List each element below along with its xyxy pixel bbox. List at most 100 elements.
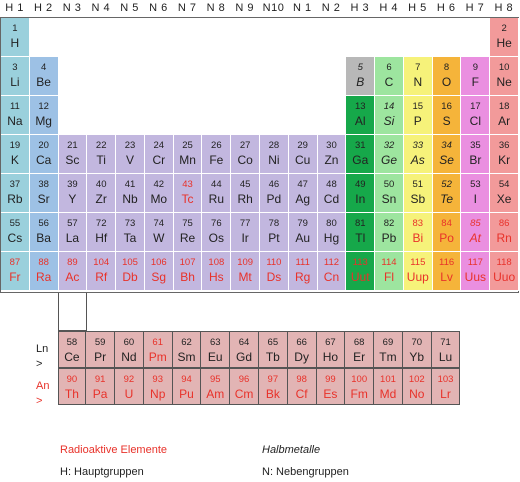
group-header: H 8	[494, 2, 514, 14]
group-header: N 8	[206, 2, 226, 14]
element-cell: 88 Ra	[29, 252, 59, 291]
element-cell: 44 Ru	[202, 174, 232, 213]
atomic-number: 75	[182, 218, 193, 229]
group-header: H 1	[5, 2, 24, 14]
element-symbol: Sm	[177, 350, 196, 364]
atomic-number: 104	[93, 257, 110, 268]
element-cell: 45 Rh	[231, 174, 260, 213]
atomic-number: 56	[38, 218, 49, 229]
atomic-number: 97	[267, 374, 279, 385]
element-symbol: Hg	[323, 231, 340, 245]
element-cell: 33 As	[403, 135, 433, 174]
element-symbol: Ca	[35, 153, 52, 167]
element-symbol: C	[384, 75, 394, 89]
element-cell: 24 Cr	[144, 135, 174, 174]
atomic-number: 68	[353, 337, 365, 348]
atomic-number: 23	[124, 140, 136, 151]
element-symbol: Al	[354, 114, 366, 128]
actinide-cell: 92 U	[115, 368, 144, 405]
atomic-number: 14	[383, 101, 395, 112]
element-cell: 86 Rn	[490, 213, 520, 252]
element-cell: 32 Ge	[375, 135, 404, 174]
atomic-number: 15	[412, 101, 424, 112]
element-cell: 87 Fr	[1, 252, 30, 291]
element-cell: 75 Re	[173, 213, 203, 252]
atomic-number: 45	[239, 179, 251, 190]
group-header: H 6	[436, 2, 456, 14]
atomic-number: 27	[239, 140, 251, 151]
element-symbol: Ga	[352, 153, 369, 167]
legend-sub-groups: N: Nebengruppen	[262, 466, 349, 478]
group-header: H 4	[379, 2, 398, 14]
atomic-number: 84	[441, 218, 452, 229]
actinide-cell: 93 Np	[143, 368, 173, 405]
lanthanide-cell: 63 Eu	[201, 331, 231, 368]
atomic-number: 85	[470, 218, 481, 229]
atomic-number: 86	[498, 218, 510, 229]
lanthanide-cell: 58 Ce	[57, 331, 87, 368]
element-symbol: Kr	[498, 153, 511, 167]
atomic-number: 114	[381, 257, 397, 268]
element-cell: 48 Cd	[317, 174, 347, 213]
element-cell: 72 Hf	[87, 213, 117, 252]
element-symbol: Tb	[265, 350, 280, 364]
element-cell: 55 Cs	[1, 213, 30, 252]
element-symbol: Lr	[440, 387, 451, 401]
group-header: N 5	[120, 2, 139, 14]
element-symbol: Xe	[496, 192, 512, 206]
element-cell: 113 Uut	[346, 252, 376, 291]
element-cell: 117 Uus	[461, 252, 491, 291]
element-symbol: H	[10, 36, 20, 50]
element-cell: 74 W	[144, 213, 174, 252]
atomic-number: 111	[295, 257, 310, 268]
lanthanide-cell: 71 Lu	[431, 331, 461, 368]
atomic-number: 83	[412, 218, 424, 229]
atomic-number: 90	[66, 374, 78, 385]
actinide-cell: 100 Fm	[345, 368, 375, 405]
element-symbol: Dy	[294, 350, 309, 364]
element-cell: 42 Mo	[144, 174, 174, 213]
atomic-number: 4	[41, 62, 47, 73]
atomic-number: 112	[323, 257, 340, 268]
lanthanide-cell: 68 Er	[345, 331, 375, 368]
element-cell: 30 Zn	[317, 135, 347, 174]
atomic-number: 18	[498, 101, 510, 112]
atomic-number: 39	[67, 179, 78, 190]
actinide-cell: 97 Bk	[258, 368, 288, 405]
element-cell: 29 Cu	[288, 135, 318, 174]
lanthanide-connector-bottom	[58, 330, 87, 331]
atomic-number: 63	[209, 337, 221, 348]
element-cell: 49 In	[346, 174, 376, 213]
atomic-number: 37	[9, 179, 21, 190]
element-symbol: Ds	[266, 270, 282, 284]
element-cell: 38 Sr	[29, 174, 59, 213]
element-symbol: Pd	[266, 192, 282, 206]
element-symbol: Tm	[379, 350, 397, 364]
element-cell: 47 Ag	[288, 174, 318, 213]
element-cell: 23 V	[116, 135, 145, 174]
atomic-number: 12	[38, 101, 49, 112]
element-symbol: Rb	[7, 192, 23, 206]
element-cell: 50 Sn	[375, 174, 404, 213]
actinide-cell: 102 No	[402, 368, 432, 405]
element-symbol: Pr	[94, 350, 107, 364]
element-symbol: Pm	[148, 350, 167, 364]
element-symbol: Si	[383, 114, 395, 128]
atomic-number: 1	[12, 23, 18, 34]
legend-main-groups: H: Hauptgruppen	[60, 466, 144, 478]
element-symbol: Ir	[241, 231, 249, 245]
element-symbol: Cm	[234, 387, 254, 401]
atomic-number: 93	[152, 374, 163, 385]
element-cell: 51 Sb	[403, 174, 433, 213]
element-symbol: Uup	[406, 270, 429, 284]
element-symbol: No	[409, 387, 425, 401]
atomic-number: 103	[437, 374, 454, 385]
lanthanide-connector-left	[58, 293, 59, 331]
element-symbol: Bk	[265, 387, 280, 401]
element-symbol: Ra	[35, 270, 52, 284]
element-cell: 13 Al	[346, 96, 376, 135]
element-symbol: I	[473, 192, 478, 206]
element-symbol: Pt	[268, 231, 280, 245]
atomic-number: 3	[12, 62, 18, 73]
atomic-number: 50	[383, 179, 395, 190]
